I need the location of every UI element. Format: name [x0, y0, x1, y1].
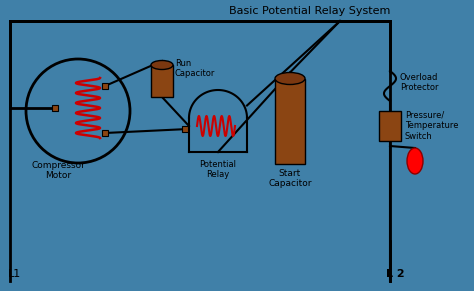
Text: Pressure/
Temperature
Switch: Pressure/ Temperature Switch: [405, 111, 458, 141]
Bar: [182, 126, 188, 132]
Text: Basic Potential Relay System: Basic Potential Relay System: [229, 6, 391, 16]
Text: Compressor
Motor: Compressor Motor: [31, 161, 85, 180]
Text: Potential
Relay: Potential Relay: [200, 160, 237, 179]
Text: Overload
Protector: Overload Protector: [400, 73, 438, 93]
Ellipse shape: [275, 72, 305, 84]
Ellipse shape: [407, 148, 423, 174]
Text: L1: L1: [8, 269, 21, 279]
Text: Run
Capacitor: Run Capacitor: [175, 59, 215, 78]
Bar: [275, 79, 305, 164]
Text: L 2: L 2: [386, 269, 405, 279]
Text: Start
Capacitor: Start Capacitor: [268, 168, 312, 188]
Ellipse shape: [151, 61, 173, 70]
Bar: [102, 83, 108, 89]
Bar: [102, 130, 108, 136]
Bar: [52, 105, 58, 111]
Bar: [379, 111, 401, 141]
Bar: [151, 65, 173, 97]
